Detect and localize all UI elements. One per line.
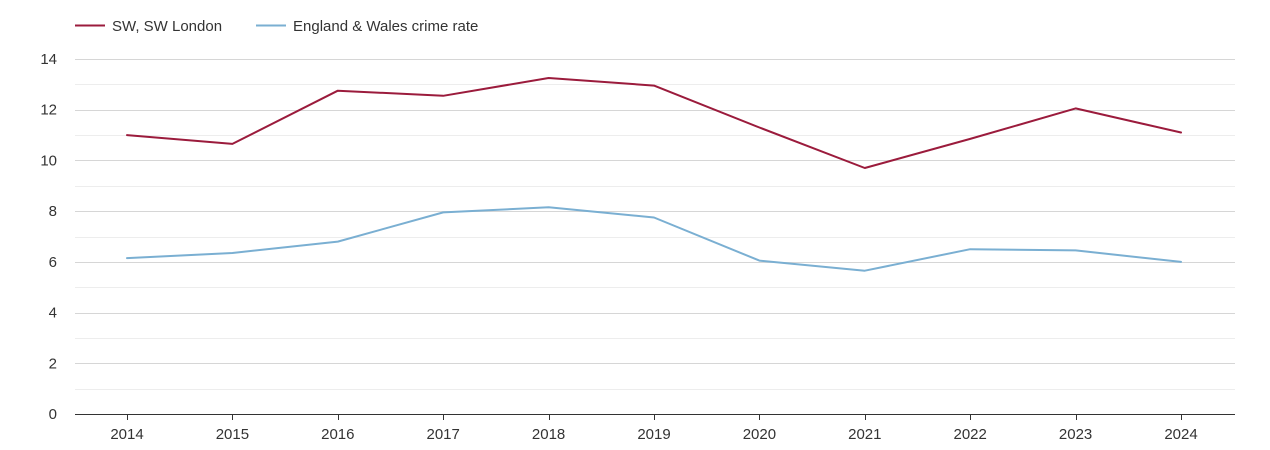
y-tick-label: 10: [40, 152, 57, 169]
series-line-1: [126, 77, 1182, 169]
legend-label: England & Wales crime rate: [293, 18, 478, 35]
x-tick-label: 2017: [427, 426, 460, 443]
series-lines: [126, 77, 1182, 272]
y-tick-label: 12: [40, 102, 57, 119]
y-tick-label: 14: [40, 51, 57, 68]
x-tick-label: 2023: [1059, 426, 1092, 443]
x-tick-label: 2020: [743, 426, 776, 443]
x-tick-label: 2016: [321, 426, 354, 443]
y-tick-label: 6: [49, 254, 57, 271]
x-tick-label: 2019: [637, 426, 670, 443]
y-tick-label: 4: [49, 305, 57, 322]
y-tick-label: 8: [49, 203, 57, 220]
y-axis: 0 2 4 6 8 10 12 14: [40, 51, 57, 423]
chart-legend: SW, SW London England & Wales crime rate: [75, 18, 478, 35]
x-tick-label: 2015: [216, 426, 249, 443]
series-line-2: [126, 206, 1182, 272]
legend-label: SW, SW London: [112, 18, 222, 35]
x-tick-label: 2021: [848, 426, 881, 443]
x-tick-label: 2014: [110, 426, 143, 443]
y-tick-label: 0: [49, 406, 57, 423]
x-tick-label: 2022: [954, 426, 987, 443]
x-tick-label: 2024: [1164, 426, 1197, 443]
x-axis: 2014 2015 2016 2017 2018 2019 2020 2021 2022 2023…: [110, 414, 1198, 443]
x-tick-label: 2018: [532, 426, 565, 443]
y-tick-label: 2: [49, 355, 57, 372]
